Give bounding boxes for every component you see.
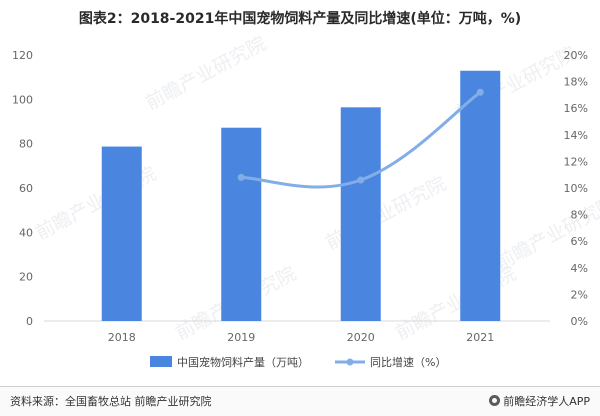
right-axis-tick-label: 18% [564, 76, 588, 89]
legend-swatch-line-marker [346, 358, 354, 366]
left-axis-tick-label: 60 [19, 182, 33, 195]
brand-logo-icon [489, 395, 501, 406]
brand: 前瞻经济学人APP [489, 393, 590, 409]
right-axis-tick-label: 4% [571, 262, 588, 275]
left-axis-tick-label: 120 [12, 49, 33, 62]
left-axis-tick-label: 80 [19, 138, 33, 151]
growth-point-2020 [357, 176, 365, 184]
growth-point-2019 [237, 173, 245, 181]
bar-2021 [460, 70, 501, 321]
left-axis-tick-label: 20 [19, 271, 33, 284]
bar-2020 [340, 107, 381, 322]
x-axis-tick-label: 2018 [108, 331, 136, 344]
x-axis-tick-label: 2020 [347, 331, 375, 344]
legend-swatch-bar [150, 356, 172, 367]
right-axis-tick-label: 16% [564, 102, 588, 115]
right-axis-tick-label: 14% [564, 129, 588, 142]
left-axis-tick-label: 40 [19, 226, 33, 239]
legend-label-line: 同比增速（%） [370, 355, 446, 369]
left-axis-tick-label: 100 [12, 93, 33, 106]
right-axis-tick-label: 20% [564, 49, 588, 62]
watermark-text: 前瞻产业研究院 [392, 263, 520, 345]
legend-label-bar: 中国宠物饲料产量（万吨） [177, 355, 309, 369]
x-axis-tick-label: 2021 [466, 331, 494, 344]
right-axis-tick-label: 12% [564, 155, 588, 168]
brand-text: 前瞻经济学人APP [503, 395, 590, 408]
bar-2018 [101, 146, 142, 321]
footer: 资料来源：全国畜牧总站 前瞻产业研究院 前瞻经济学人APP [0, 386, 600, 416]
right-axis-tick-label: 0% [571, 315, 588, 328]
right-axis-tick-label: 8% [571, 209, 588, 222]
source-note: 资料来源：全国畜牧总站 前瞻产业研究院 [10, 395, 212, 408]
right-axis-tick-label: 6% [571, 235, 588, 248]
right-axis-tick-label: 2% [571, 288, 588, 301]
x-axis-tick-label: 2019 [227, 331, 255, 344]
right-axis-tick-label: 10% [564, 182, 588, 195]
chart-title: 图表2：2018-2021年中国宠物饲料产量及同比增速(单位：万吨，%) [78, 11, 522, 27]
left-axis-tick-label: 0 [26, 315, 33, 328]
watermark-text: 前瞻产业研究院 [142, 33, 270, 115]
growth-point-2021 [476, 88, 484, 96]
bar-2019 [221, 127, 262, 321]
